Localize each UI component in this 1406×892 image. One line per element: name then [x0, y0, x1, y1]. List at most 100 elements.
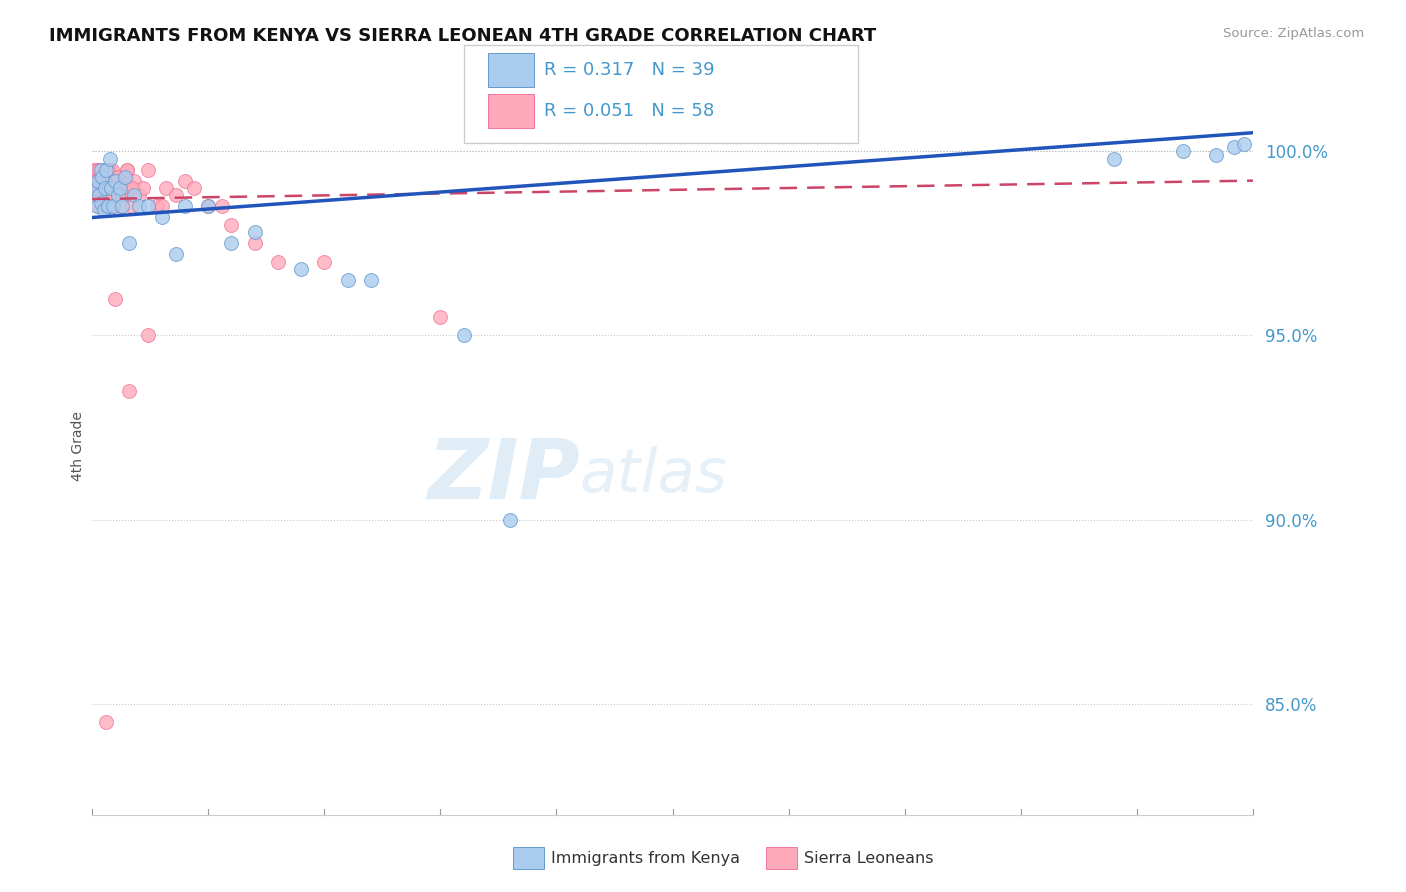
Point — [87, 174, 110, 188]
Point — [98, 199, 121, 213]
Point — [100, 174, 122, 188]
Point — [121, 199, 143, 213]
Point — [1223, 140, 1246, 154]
Point — [90, 188, 112, 202]
Point — [136, 328, 159, 343]
Point — [97, 181, 120, 195]
Point — [118, 181, 141, 195]
Point — [1233, 136, 1256, 151]
Text: R = 0.051   N = 58: R = 0.051 N = 58 — [544, 102, 714, 120]
Point — [267, 254, 290, 268]
Point — [360, 273, 382, 287]
Point — [107, 188, 129, 202]
Point — [87, 181, 110, 195]
Point — [104, 292, 127, 306]
Point — [243, 236, 266, 251]
Y-axis label: 4th Grade: 4th Grade — [72, 411, 86, 481]
Point — [243, 225, 266, 239]
Point — [91, 169, 114, 184]
Point — [118, 236, 141, 251]
Point — [91, 199, 114, 213]
Point — [83, 162, 105, 177]
Point — [93, 174, 115, 188]
Point — [150, 211, 173, 225]
Point — [98, 152, 121, 166]
Point — [165, 247, 187, 261]
Point — [101, 199, 124, 213]
Point — [94, 188, 117, 202]
Point — [90, 195, 112, 210]
Point — [132, 181, 155, 195]
Point — [90, 162, 112, 177]
Point — [122, 188, 145, 202]
Point — [107, 174, 129, 188]
Text: Source: ZipAtlas.com: Source: ZipAtlas.com — [1223, 27, 1364, 40]
Point — [84, 188, 107, 202]
Point — [221, 236, 243, 251]
Point — [336, 273, 359, 287]
Point — [136, 162, 159, 177]
Point — [155, 181, 177, 195]
Point — [104, 174, 127, 188]
Point — [174, 199, 197, 213]
Point — [122, 174, 145, 188]
Point — [128, 199, 150, 213]
Point — [314, 254, 336, 268]
Point — [146, 199, 169, 213]
Point — [150, 199, 173, 213]
Point — [136, 199, 159, 213]
Point — [101, 188, 124, 202]
Point — [1102, 152, 1125, 166]
Point — [89, 162, 111, 177]
Point — [121, 181, 143, 195]
Point — [111, 188, 134, 202]
Point — [86, 199, 108, 213]
Point — [97, 162, 120, 177]
Point — [93, 203, 115, 218]
Point — [197, 199, 219, 213]
Point — [290, 262, 312, 277]
Point — [165, 188, 187, 202]
Point — [90, 162, 112, 177]
Point — [100, 162, 122, 177]
Point — [111, 169, 134, 184]
Point — [101, 199, 124, 213]
Point — [100, 181, 122, 195]
Point — [499, 513, 522, 527]
Text: Sierra Leoneans: Sierra Leoneans — [804, 851, 934, 865]
Point — [84, 174, 107, 188]
Point — [114, 169, 136, 184]
Point — [197, 199, 219, 213]
Point — [115, 162, 138, 177]
Point — [453, 328, 475, 343]
Point — [93, 181, 115, 195]
Point — [1205, 148, 1227, 162]
Point — [83, 181, 105, 195]
Point — [94, 181, 117, 195]
Point — [94, 715, 117, 730]
Point — [128, 188, 150, 202]
Point — [221, 218, 243, 232]
Point — [86, 162, 108, 177]
Point — [108, 181, 131, 195]
Text: atlas: atlas — [579, 446, 727, 505]
Point — [89, 169, 111, 184]
Text: ZIP: ZIP — [427, 435, 579, 516]
Point — [183, 181, 205, 195]
Point — [174, 174, 197, 188]
Point — [104, 181, 127, 195]
Text: R = 0.317   N = 39: R = 0.317 N = 39 — [544, 61, 714, 78]
Point — [1173, 144, 1195, 158]
Text: IMMIGRANTS FROM KENYA VS SIERRA LEONEAN 4TH GRADE CORRELATION CHART: IMMIGRANTS FROM KENYA VS SIERRA LEONEAN … — [49, 27, 876, 45]
Point — [94, 162, 117, 177]
Point — [87, 199, 110, 213]
Point — [114, 188, 136, 202]
Point — [82, 181, 104, 195]
Point — [89, 188, 111, 202]
Point — [97, 199, 120, 213]
Point — [108, 199, 131, 213]
Point — [429, 310, 451, 324]
Text: Immigrants from Kenya: Immigrants from Kenya — [551, 851, 740, 865]
Point — [107, 169, 129, 184]
Point — [115, 162, 138, 177]
